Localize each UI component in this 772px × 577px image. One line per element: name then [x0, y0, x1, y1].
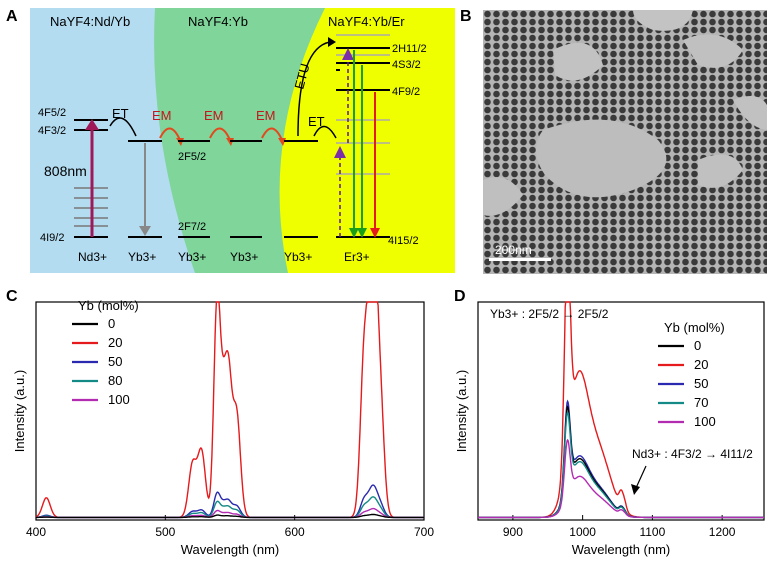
ion-nd: Nd3+: [78, 250, 107, 264]
level-nd-ground: 4I9/2: [40, 232, 64, 244]
region-title-nd-yb: NaYF4:Nd/Yb: [50, 14, 130, 29]
legend-label-70: 70: [694, 395, 708, 410]
et-label-2: ET: [308, 114, 325, 129]
x-tick-label: 900: [503, 525, 523, 539]
excitation-label: 808nm: [44, 163, 87, 179]
x-axis-label: Wavelength (nm): [181, 542, 280, 557]
em-label-1: EM: [152, 108, 172, 123]
etu-label: ETU: [291, 62, 312, 91]
series-line-70: [478, 410, 764, 519]
panel-d-label: D: [454, 288, 466, 305]
ion-er: Er3+: [344, 250, 370, 264]
x-tick-label: 700: [414, 525, 434, 539]
legend-title: Yb (mol%): [664, 320, 725, 335]
ion-yb-1: Yb3+: [128, 250, 156, 264]
ion-yb-2: Yb3+: [178, 250, 206, 264]
legend-label-20: 20: [108, 335, 122, 350]
series-line-0: [478, 405, 764, 519]
y-axis-label: Intensity (a.u.): [12, 370, 27, 452]
x-tick-label: 1000: [569, 525, 596, 539]
x-axis-label: Wavelength (nm): [572, 542, 671, 557]
ion-yb-3: Yb3+: [230, 250, 258, 264]
legend-label-100: 100: [694, 414, 716, 429]
legend-label-0: 0: [108, 316, 115, 331]
x-tick-label: 500: [155, 525, 175, 539]
em-label-2: EM: [204, 108, 224, 123]
annotation-yb-transition: Yb3+ : 2F5/2 → 2F5/2: [490, 307, 609, 321]
plot-frame: [35, 301, 425, 521]
annotation-arrow: [635, 465, 647, 489]
tem-clear-region: [535, 119, 667, 198]
series-line-0: [36, 513, 424, 519]
region-yb-er: [273, 8, 455, 273]
legend-label-50: 50: [108, 354, 122, 369]
region-nd-yb: [30, 8, 195, 273]
level-er-f: 4F9/2: [392, 86, 420, 98]
level-nd-upper: 4F5/2: [38, 107, 66, 119]
level-yb-ground: 2F7/2: [178, 221, 206, 233]
annotation-nd-transition: Nd3+ : 4F3/2 → 4I11/2: [632, 447, 753, 461]
level-er-s: 4S3/2: [392, 59, 421, 71]
ion-yb-4: Yb3+: [284, 250, 312, 264]
legend-label-100: 100: [108, 392, 130, 407]
legend-title: Yb (mol%): [78, 298, 139, 313]
et-label-1: ET: [112, 106, 129, 121]
legend-label-50: 50: [694, 376, 708, 391]
level-nd-lower: 4F3/2: [38, 125, 66, 137]
tem-image: 200nm: [483, 10, 767, 274]
em-label-3: EM: [256, 108, 276, 123]
level-yb-excited: 2F5/2: [178, 151, 206, 163]
x-tick-label: 400: [26, 525, 46, 539]
region-title-yb: NaYF4:Yb: [188, 14, 248, 29]
legend-label-0: 0: [694, 338, 701, 353]
legend-label-80: 80: [108, 373, 122, 388]
region-title-yb-er: NaYF4:Yb/Er: [328, 14, 405, 29]
panel-c-label: C: [6, 288, 18, 305]
series-line-20: [35, 301, 424, 519]
x-tick-label: 1200: [709, 525, 736, 539]
panel-b-label: B: [460, 8, 472, 25]
energy-diagram: NaYF4:Nd/Yb NaYF4:Yb NaYF4:Yb/Er 4F5/2 4…: [30, 8, 455, 273]
series-line-100: [478, 438, 764, 519]
level-er-ground: 4I15/2: [388, 235, 419, 247]
legend-label-20: 20: [694, 357, 708, 372]
annotation-arrowhead: [631, 484, 640, 495]
nanoparticle-field: 200nm: [483, 10, 767, 274]
scale-bar-label: 200nm: [495, 243, 532, 257]
plot-frame: [477, 301, 765, 521]
x-tick-label: 600: [285, 525, 305, 539]
panel-a-label: A: [6, 8, 18, 25]
level-er-h: 2H11/2: [392, 43, 427, 55]
y-axis-label: Intensity (a.u.): [454, 370, 469, 452]
x-tick-label: 1100: [639, 525, 665, 539]
